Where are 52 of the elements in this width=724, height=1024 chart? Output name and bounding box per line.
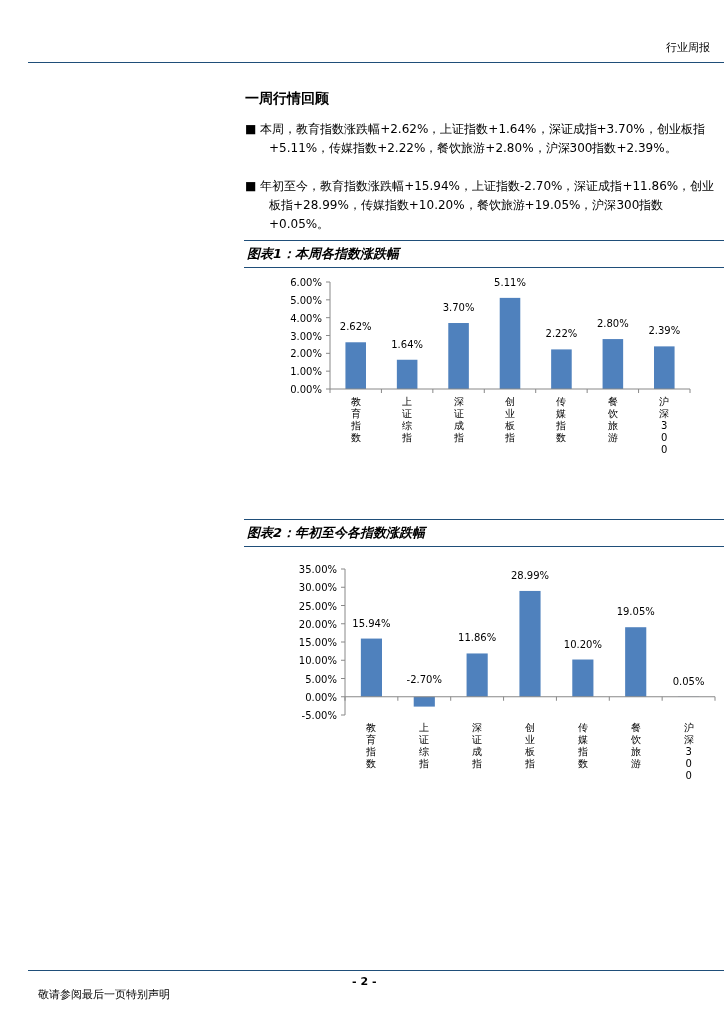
y-tick-label: -5.00% <box>301 710 337 721</box>
text: 敬请参阅最后一页特别声明 <box>38 987 170 1002</box>
x-tick-label: 餐饮旅游 <box>629 722 641 769</box>
y-tick-label: 1.00% <box>290 366 322 378</box>
y-tick-label: 5.00% <box>290 294 322 306</box>
y-tick-label: 0.00% <box>290 384 322 395</box>
y-tick-label: 15.00% <box>298 637 337 648</box>
text: ■ 年初至今，教育指数涨跌幅+15.94%，上证指数-2.70%，深证成指+11.86%，创业板指+28.99%，传媒指数+10.20%，餐饮旅游+19.05%，沪深300指数+0.05%。 <box>245 178 716 233</box>
data-label: 28.99% <box>510 569 550 581</box>
y-tick-label: 35.00% <box>298 564 337 575</box>
data-label: 2.80% <box>596 318 629 330</box>
y-tick-label: 0.00% <box>305 691 337 703</box>
y-tick-label: 20.00% <box>298 618 337 630</box>
x-tick-label: 沪深300 <box>683 722 694 781</box>
data-label: 1.64% <box>391 338 424 350</box>
chart-title: 图表1：本周各指数涨跌幅 <box>244 240 724 268</box>
text: ■ 本周，教育指数涨跌幅+2.62%，上证指数+1.64%，深证成指+3.70%，创业板指+5.11%，传媒指数+2.22%，餐饮旅游+2.80%，沪深300指数+2.39%。 <box>245 121 706 157</box>
data-label: 3.70% <box>442 302 475 314</box>
y-tick-label: 6.00% <box>290 277 322 288</box>
data-label: -2.70% <box>406 673 442 685</box>
x-tick-label: 深证成指 <box>471 722 483 769</box>
x-tick-label: 深证成指 <box>452 396 464 443</box>
x-tick-label: 餐饮旅游 <box>606 396 618 443</box>
data-label: 15.94% <box>352 617 391 629</box>
x-tick-label: 教育指数 <box>365 722 377 769</box>
data-label: 5.11% <box>494 276 526 288</box>
y-tick-label: 25.00% <box>298 600 337 612</box>
x-tick-label: 沪深300 <box>659 396 670 455</box>
data-label: 11.86% <box>458 632 497 644</box>
x-tick-label: 上证综指 <box>401 396 413 443</box>
data-label: 19.05% <box>616 606 655 618</box>
text: 一周行情回顾 <box>245 90 329 108</box>
x-tick-label: 创业板指 <box>504 396 515 443</box>
text: 行业周报 <box>666 40 710 55</box>
x-tick-label: 创业板指 <box>524 722 535 769</box>
y-tick-label: 30.00% <box>298 582 337 594</box>
y-tick-label: 4.00% <box>290 312 322 324</box>
data-label: 10.20% <box>563 638 602 650</box>
data-label: 2.62% <box>339 321 372 333</box>
x-tick-label: 教育指数 <box>349 396 361 443</box>
y-tick-label: 10.00% <box>298 655 337 667</box>
chart-title: 图表2：年初至今各指数涨跌幅 <box>244 519 724 547</box>
text: - 2 - <box>352 975 377 988</box>
data-label: 2.39% <box>648 325 681 337</box>
y-tick-label: 2.00% <box>290 348 322 360</box>
x-tick-label: 传媒指数 <box>576 722 588 769</box>
y-tick-label: 3.00% <box>290 330 322 342</box>
data-label: 2.22% <box>545 328 578 340</box>
y-tick-label: 5.00% <box>305 673 337 685</box>
x-tick-label: 上证综指 <box>418 722 430 769</box>
data-label: 0.05% <box>672 675 705 687</box>
x-tick-label: 传媒指数 <box>555 396 567 443</box>
